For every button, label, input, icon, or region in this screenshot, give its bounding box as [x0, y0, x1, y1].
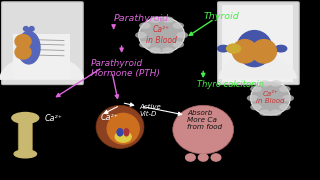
Ellipse shape — [124, 129, 129, 136]
Ellipse shape — [115, 131, 131, 142]
Ellipse shape — [173, 105, 234, 154]
Ellipse shape — [18, 31, 40, 64]
Text: Ca²⁺
in Blood: Ca²⁺ in Blood — [256, 91, 285, 104]
Circle shape — [218, 45, 229, 52]
Ellipse shape — [252, 40, 276, 63]
Ellipse shape — [198, 154, 208, 161]
Ellipse shape — [107, 113, 139, 144]
Text: Ca²⁺
in Blood: Ca²⁺ in Blood — [146, 25, 177, 45]
Ellipse shape — [237, 31, 272, 67]
Circle shape — [177, 32, 188, 38]
Ellipse shape — [26, 29, 31, 34]
Ellipse shape — [139, 17, 185, 53]
Ellipse shape — [232, 40, 257, 63]
Circle shape — [270, 109, 282, 116]
Circle shape — [283, 95, 294, 101]
Circle shape — [279, 86, 291, 92]
FancyBboxPatch shape — [2, 2, 83, 85]
Circle shape — [275, 45, 287, 52]
Ellipse shape — [14, 150, 36, 158]
Wedge shape — [219, 57, 296, 78]
Text: Thyroid: Thyroid — [203, 12, 239, 21]
Ellipse shape — [117, 129, 123, 136]
Circle shape — [270, 80, 282, 87]
Text: Thyro calcitonin: Thyro calcitonin — [197, 80, 264, 89]
Circle shape — [172, 22, 184, 29]
Circle shape — [139, 41, 151, 48]
Ellipse shape — [24, 27, 28, 31]
Text: Parathyroid: Parathyroid — [114, 14, 169, 23]
Wedge shape — [0, 56, 83, 79]
Circle shape — [139, 22, 151, 29]
Text: Ca²⁺: Ca²⁺ — [101, 113, 119, 122]
Circle shape — [172, 41, 184, 48]
Circle shape — [247, 95, 258, 101]
Ellipse shape — [186, 154, 195, 161]
Ellipse shape — [12, 112, 39, 123]
Circle shape — [135, 32, 147, 38]
Circle shape — [162, 16, 174, 23]
Circle shape — [149, 16, 161, 23]
Circle shape — [250, 104, 262, 110]
Ellipse shape — [96, 105, 144, 148]
FancyBboxPatch shape — [218, 2, 299, 85]
Ellipse shape — [15, 45, 31, 59]
Text: Ca²⁺: Ca²⁺ — [45, 114, 63, 123]
Circle shape — [259, 80, 271, 87]
FancyBboxPatch shape — [13, 34, 70, 79]
Ellipse shape — [227, 44, 241, 53]
FancyBboxPatch shape — [18, 117, 32, 156]
Text: Active
Vit-D: Active Vit-D — [139, 104, 161, 117]
FancyBboxPatch shape — [222, 4, 293, 82]
Text: Absorb
More Ca
from food: Absorb More Ca from food — [187, 110, 222, 130]
Circle shape — [250, 86, 262, 92]
Ellipse shape — [29, 27, 34, 31]
Circle shape — [149, 47, 161, 54]
Ellipse shape — [15, 35, 31, 48]
Circle shape — [162, 47, 174, 54]
Circle shape — [279, 104, 291, 110]
Ellipse shape — [251, 81, 290, 115]
Ellipse shape — [211, 154, 221, 161]
Text: Parathyroid
Hormone (PTH): Parathyroid Hormone (PTH) — [91, 59, 160, 78]
Circle shape — [259, 109, 271, 116]
